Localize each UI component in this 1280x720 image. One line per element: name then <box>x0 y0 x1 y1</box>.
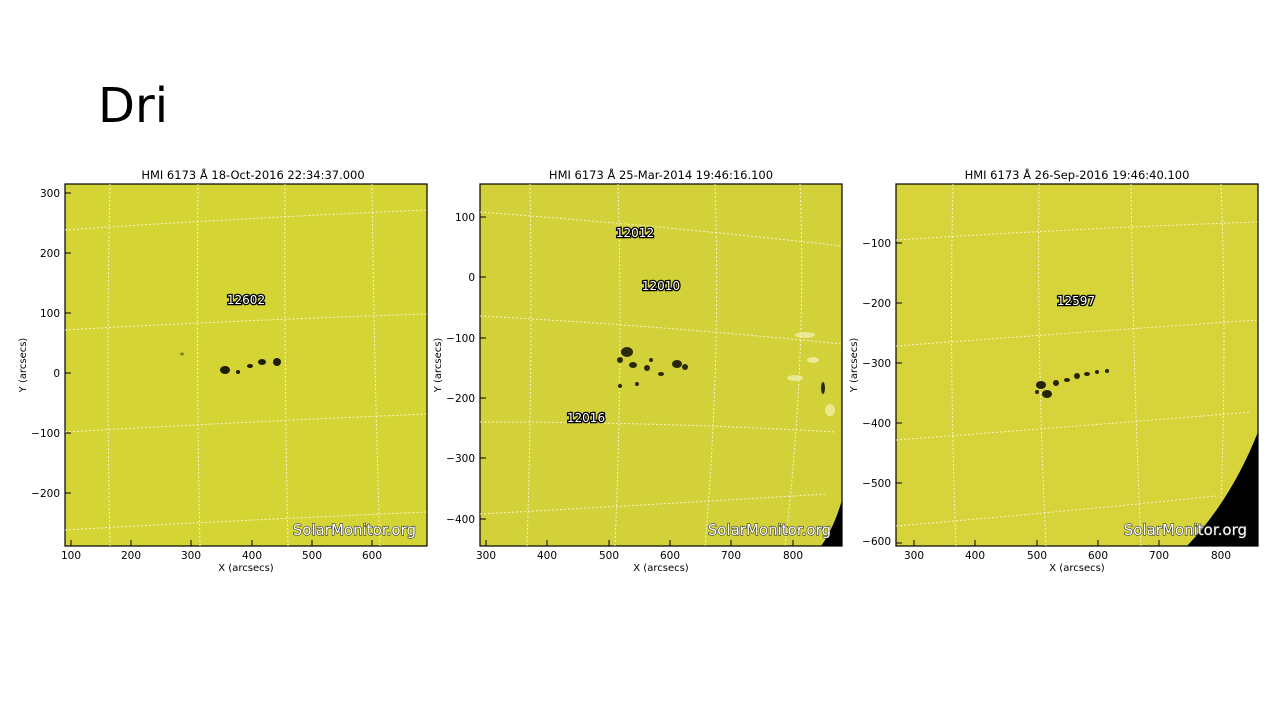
y-tick-label: −500 <box>862 478 891 490</box>
y-tick-label: −200 <box>862 298 891 310</box>
panel-title: HMI 6173 Å 18-Oct-2016 22:34:37.000 <box>141 167 364 182</box>
y-tick-label: −100 <box>446 333 475 345</box>
x-tick-label: 100 <box>61 550 81 562</box>
magnetogram-panel-3: HMI 6173 Å 26-Sep-2016 19:46:40.100 1259 <box>841 160 1261 580</box>
x-tick-label: 300 <box>181 550 201 562</box>
y-tick-label: −100 <box>862 238 891 250</box>
y-axis-label: Y (arcsecs) <box>849 338 860 394</box>
heliographic-grid <box>895 183 1259 547</box>
y-tick-label: −600 <box>862 536 891 548</box>
sunspot-group <box>1035 369 1109 398</box>
y-tick-label: −200 <box>31 488 60 500</box>
y-axis <box>480 216 486 520</box>
x-tick-label: 200 <box>121 550 141 562</box>
solar-image <box>895 183 1259 547</box>
x-tick-label: 800 <box>783 550 803 562</box>
region-label: 12602 <box>227 293 265 307</box>
heliographic-grid <box>479 183 843 547</box>
region-label: 12597 <box>1057 294 1095 308</box>
x-axis <box>913 540 1222 546</box>
y-tick-label: −200 <box>446 393 475 405</box>
y-tick-label: −400 <box>446 514 475 526</box>
x-axis <box>485 540 794 546</box>
x-tick-label: 700 <box>721 550 741 562</box>
region-label: 12012 <box>616 226 654 240</box>
x-tick-label: 400 <box>965 550 985 562</box>
y-tick-label: −300 <box>446 453 475 465</box>
y-tick-label: 200 <box>40 248 60 260</box>
y-axis-label: Y (arcsecs) <box>18 338 29 394</box>
region-label: 12010 <box>642 279 680 293</box>
off-disk-region <box>821 500 842 546</box>
y-tick-label: −300 <box>862 358 891 370</box>
watermark: SolarMonitor.org <box>1124 521 1247 539</box>
x-tick-label: 500 <box>1027 550 1047 562</box>
magnetogram-panel-1: HMI 6173 Å 18-Oct-2016 22:34:37.000 1260… <box>10 160 430 580</box>
y-tick-label: 0 <box>468 272 475 284</box>
x-tick-label: 300 <box>476 550 496 562</box>
y-tick-label: 100 <box>40 308 60 320</box>
panel-title: HMI 6173 Å 25-Mar-2014 19:46:16.100 <box>549 167 773 182</box>
magnetogram-panel-2: HMI 6173 Å 25-Mar-2014 19:46:16.100 <box>425 160 845 580</box>
watermark: SolarMonitor.org <box>293 521 416 539</box>
region-labels: 12597 <box>1056 293 1097 310</box>
heliographic-grid <box>64 183 428 547</box>
magnetogram-plot-1: HMI 6173 Å 18-Oct-2016 22:34:37.000 1260… <box>18 167 428 574</box>
x-axis-label: X (arcsecs) <box>218 563 274 574</box>
x-tick-label: 400 <box>242 550 262 562</box>
region-labels: 12602 <box>226 292 267 309</box>
solar-image <box>479 183 843 547</box>
solar-image <box>64 183 428 547</box>
x-tick-label: 600 <box>660 550 680 562</box>
magnetogram-plot-3: HMI 6173 Å 26-Sep-2016 19:46:40.100 1259 <box>849 167 1259 574</box>
panel-title: HMI 6173 Å 26-Sep-2016 19:46:40.100 <box>965 167 1190 182</box>
y-axis <box>65 192 71 494</box>
slide-title: Dri <box>98 78 169 134</box>
magnetogram-plot-2: HMI 6173 Å 25-Mar-2014 19:46:16.100 <box>433 167 843 574</box>
x-tick-label: 300 <box>904 550 924 562</box>
sunspot-group <box>180 352 281 374</box>
y-tick-label: −400 <box>862 418 891 430</box>
x-tick-label: 600 <box>1088 550 1108 562</box>
watermark: SolarMonitor.org <box>708 521 831 539</box>
x-tick-label: 800 <box>1211 550 1231 562</box>
plage <box>787 332 835 416</box>
x-tick-label: 500 <box>302 550 322 562</box>
x-axis-label: X (arcsecs) <box>633 563 689 574</box>
y-tick-label: 0 <box>53 368 60 380</box>
x-axis-label: X (arcsecs) <box>1049 563 1105 574</box>
y-axis <box>896 242 902 544</box>
region-labels: 12012 12010 12016 <box>566 225 682 427</box>
x-tick-label: 400 <box>537 550 557 562</box>
x-axis <box>70 540 373 546</box>
y-tick-label: 300 <box>40 188 60 200</box>
x-tick-label: 700 <box>1149 550 1169 562</box>
y-tick-label: 100 <box>455 212 475 224</box>
y-axis-label: Y (arcsecs) <box>433 338 444 394</box>
x-tick-label: 600 <box>362 550 382 562</box>
sunspot-group <box>617 347 825 394</box>
off-disk-region <box>1187 432 1258 546</box>
y-tick-label: −100 <box>31 428 60 440</box>
region-label: 12016 <box>567 411 605 425</box>
x-tick-label: 500 <box>599 550 619 562</box>
